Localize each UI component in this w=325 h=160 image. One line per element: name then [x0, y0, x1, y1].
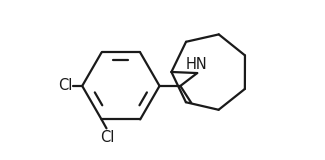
Text: Cl: Cl — [100, 130, 114, 145]
Text: Cl: Cl — [58, 78, 72, 93]
Text: HN: HN — [185, 57, 207, 72]
